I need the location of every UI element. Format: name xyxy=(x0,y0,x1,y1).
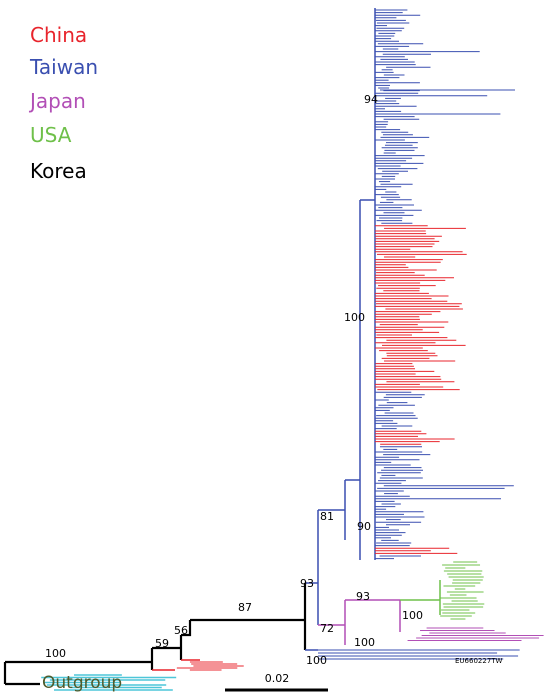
basal-china-branch xyxy=(152,659,200,671)
usa-stem xyxy=(400,580,441,615)
bootstrap-value: 100 xyxy=(344,311,365,324)
bootstrap-value: 72 xyxy=(320,622,334,635)
bootstrap-value: 94 xyxy=(364,93,378,106)
bootstrap-labels: 100 59 56 87 93 81 72 94 100 90 93 100 100 100 xyxy=(45,93,423,667)
tip-label: EU660227TW xyxy=(455,657,503,665)
branches xyxy=(3,8,544,691)
bootstrap-value: 59 xyxy=(155,637,169,650)
bootstrap-value: 100 xyxy=(306,654,327,667)
legend-entry: Japan xyxy=(28,89,86,113)
taiwan-stem xyxy=(305,8,376,651)
backbone xyxy=(3,583,307,684)
bootstrap-value: 81 xyxy=(320,510,334,523)
japan-stem xyxy=(318,599,401,645)
legend: China Taiwan Japan USA Korea xyxy=(28,23,98,183)
bootstrap-value: 90 xyxy=(357,520,371,533)
bootstrap-value: 100 xyxy=(402,609,423,622)
scale-bar-label: 0.02 xyxy=(265,672,290,685)
bootstrap-value: 87 xyxy=(238,601,252,614)
bootstrap-value: 93 xyxy=(356,590,370,603)
bootstrap-value: 100 xyxy=(354,636,375,649)
legend-entry: USA xyxy=(30,123,72,147)
legend-entry: China xyxy=(30,23,87,47)
bootstrap-value: 100 xyxy=(45,647,66,660)
legend-entry: Korea xyxy=(30,159,87,183)
outgroup-label: Outgroup xyxy=(42,673,122,692)
bootstrap-value: 56 xyxy=(174,624,188,637)
bootstrap-value: 93 xyxy=(300,577,314,590)
legend-entry: Taiwan xyxy=(29,55,98,79)
